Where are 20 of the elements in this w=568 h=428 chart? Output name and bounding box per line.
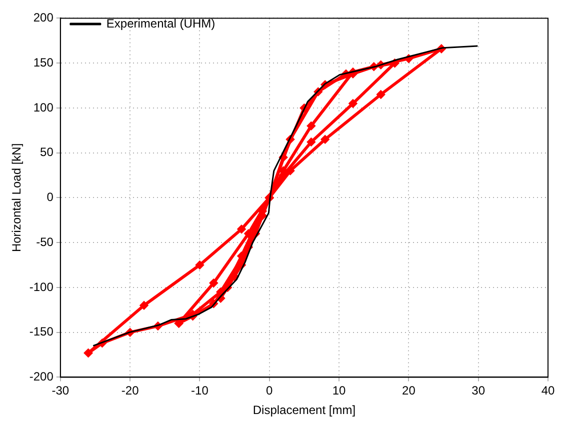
x-axis-title: Displacement [mm]: [252, 403, 356, 418]
y-tick-label: 0: [46, 190, 54, 204]
y-tick-label: 100: [33, 100, 54, 114]
y-tick-label: -50: [36, 234, 54, 249]
y-tick-label: -150: [29, 324, 54, 339]
y-tick-label: 150: [33, 55, 54, 70]
x-tick-label: -20: [121, 384, 140, 398]
y-tick-label: 50: [40, 145, 54, 160]
x-tick-label: 20: [402, 384, 416, 398]
y-tick-label: -100: [29, 280, 54, 294]
x-tick-label: 30: [472, 384, 486, 398]
y-axis-title: Horizontal Load [kN]: [10, 143, 24, 252]
y-tick-label: 200: [33, 10, 54, 25]
x-tick-label: 10: [332, 384, 346, 398]
x-tick-label: -10: [191, 384, 209, 398]
y-tick-label: -200: [29, 370, 54, 384]
x-tick-label: 0: [266, 384, 274, 398]
x-tick-label: -30: [52, 384, 70, 398]
legend-label: Experimental (UHM): [106, 16, 216, 30]
x-tick-label: 40: [541, 384, 555, 398]
